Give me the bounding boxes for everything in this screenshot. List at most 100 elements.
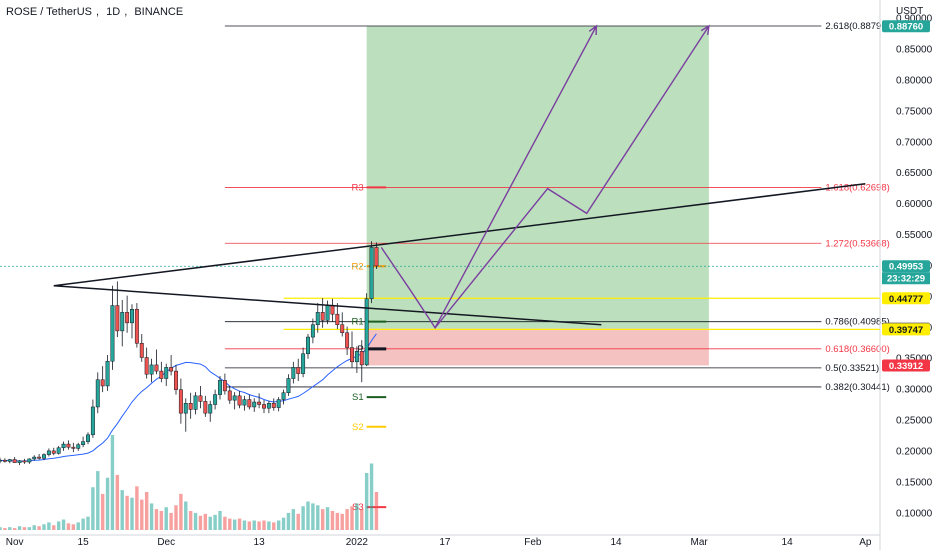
pivot-label: R2 — [352, 261, 364, 272]
x-tick-label: 2022 — [346, 537, 369, 548]
volume-bar — [374, 492, 379, 530]
candle-body — [281, 392, 286, 400]
volume-bar — [276, 520, 281, 530]
candle-body — [100, 379, 105, 387]
candle-body — [61, 443, 66, 449]
y-tick-label: 0.85000 — [896, 44, 932, 55]
candle-body — [271, 403, 276, 408]
y-tick-label: 0.15000 — [896, 477, 932, 488]
candle-body — [56, 447, 61, 454]
candle-body — [301, 353, 306, 374]
candle-body — [345, 332, 350, 348]
candle-body — [247, 399, 252, 408]
symbol-label[interactable]: ROSE / TetherUS — [6, 6, 92, 18]
volume-bar — [232, 519, 237, 530]
volume-bar — [100, 493, 105, 530]
volume-bar — [193, 512, 198, 530]
volume-bar — [66, 523, 71, 530]
volume-bar — [306, 501, 310, 530]
volume-bar — [320, 509, 325, 530]
volume-bar — [340, 513, 344, 530]
volume-bar — [164, 507, 168, 530]
volume-bar — [91, 487, 95, 530]
candle-body — [66, 443, 71, 448]
volume-bar — [115, 474, 120, 530]
y-tick-label: 0.60000 — [896, 199, 932, 210]
candle-body — [208, 404, 213, 414]
falling-trendline — [53, 284, 602, 326]
volume-bar — [198, 515, 203, 530]
candle-body — [32, 456, 37, 460]
candle-body — [81, 441, 86, 445]
candle-body — [315, 312, 320, 325]
candle-body — [139, 343, 144, 358]
candle-body — [252, 401, 257, 408]
moving-average-line — [0, 333, 377, 462]
volume-bar — [179, 493, 183, 530]
price-badge-label: 0.33912 — [889, 361, 923, 372]
interval-label[interactable]: 1D — [106, 6, 121, 18]
rising-trendline — [53, 182, 866, 287]
candle-body — [242, 399, 247, 406]
y-tick-label: 0.25000 — [896, 416, 932, 427]
volume-bar — [247, 521, 252, 530]
volume-bar — [37, 526, 41, 530]
countdown-label: 23:32:29 — [887, 274, 925, 285]
candle-body — [164, 367, 169, 379]
exchange-label: BINANCE — [134, 6, 184, 18]
volume-bar — [3, 528, 7, 530]
volume-bar — [335, 512, 340, 530]
candle-body — [144, 357, 149, 375]
candle-body — [286, 378, 291, 393]
volume-bar — [130, 497, 134, 530]
volume-bar — [330, 511, 335, 530]
candle-body — [369, 247, 374, 299]
x-tick-label: 13 — [254, 537, 266, 548]
volume-bar — [218, 511, 222, 530]
candle-body — [86, 434, 90, 442]
candle-body — [232, 395, 237, 401]
candle-body — [95, 379, 100, 408]
candle-body — [330, 305, 335, 315]
candle-body — [120, 312, 125, 332]
candle-body — [218, 380, 222, 395]
volume-bar — [281, 517, 286, 530]
candle-body — [174, 370, 178, 390]
x-tick-label: 17 — [439, 537, 451, 548]
projection-arrow — [434, 25, 710, 329]
volume-bar — [22, 527, 27, 530]
candle-body — [37, 456, 42, 459]
volume-bar — [291, 509, 296, 530]
candle-body — [154, 364, 159, 372]
volume-bar — [369, 463, 374, 530]
volume-bar — [301, 506, 305, 530]
x-tick-label: 15 — [78, 537, 90, 548]
candle-body — [306, 336, 310, 355]
target-zone — [366, 26, 709, 329]
candle-body — [296, 367, 301, 374]
volume-bar — [17, 526, 22, 530]
volume-bar — [86, 516, 90, 530]
projection-arrowhead — [588, 24, 598, 36]
y-tick-label: 0.10000 — [896, 508, 932, 519]
volume-bar — [360, 509, 364, 530]
fib-level-label: 1.618(0.62698) — [825, 182, 889, 193]
candle-body — [257, 401, 262, 405]
price-badge — [882, 20, 930, 33]
volume-bar — [42, 524, 46, 530]
candle-body — [183, 403, 188, 414]
candle-body — [51, 450, 56, 454]
price-badge-label: 0.39747 — [889, 325, 923, 336]
candle-body — [266, 403, 271, 409]
volume-bar — [174, 505, 178, 530]
fib-level-label: 0.786(0.40985) — [825, 317, 889, 328]
candle-body — [105, 360, 110, 387]
candle-body — [291, 367, 296, 379]
volume-bar — [311, 503, 315, 530]
volume-bar — [262, 520, 266, 530]
candle-body — [149, 364, 154, 375]
candle-body — [222, 380, 227, 392]
candle-body — [310, 324, 315, 338]
